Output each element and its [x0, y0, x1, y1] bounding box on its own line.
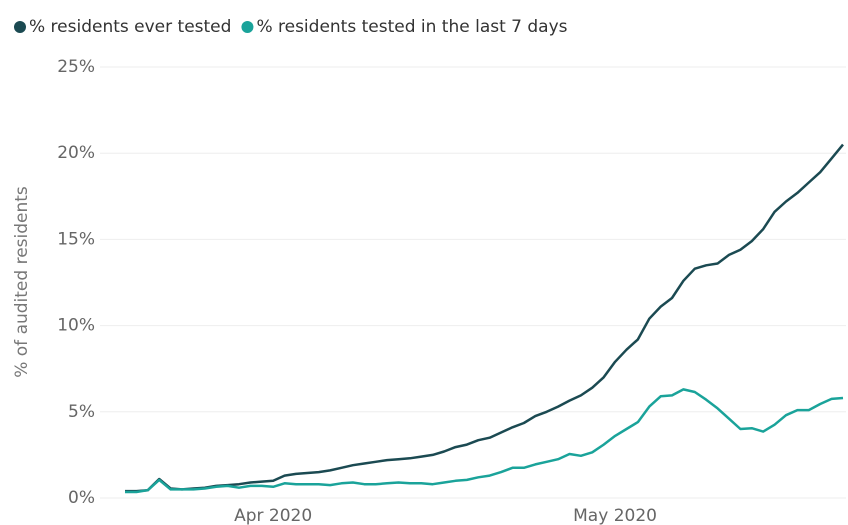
y-tick-label: 0%	[68, 488, 95, 508]
line-series	[125, 388, 844, 494]
x-tick-label: Apr 2020	[234, 506, 312, 525]
legend-label: % residents tested in the last 7 days	[256, 17, 567, 37]
y-tick-label: 25%	[57, 57, 95, 77]
y-tick-label: 20%	[57, 143, 95, 163]
legend-marker	[241, 21, 254, 33]
y-tick-label: 15%	[57, 229, 95, 249]
y-axis-title: % of audited residents	[12, 186, 32, 378]
line-series	[125, 143, 844, 493]
x-tick-label: May 2020	[573, 506, 657, 525]
legend-label: % residents ever tested	[29, 17, 231, 37]
y-tick-label: 5%	[68, 402, 95, 422]
legend-marker	[14, 21, 26, 33]
y-tick-label: 10%	[57, 316, 95, 336]
